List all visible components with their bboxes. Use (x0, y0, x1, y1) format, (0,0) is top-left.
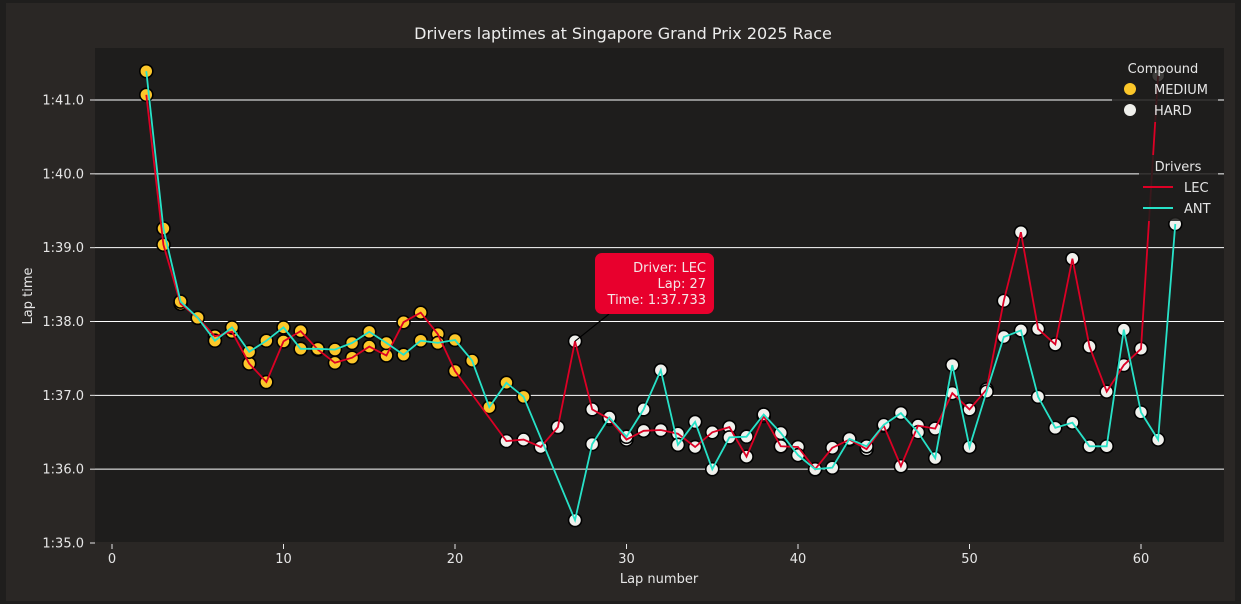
y-axis-label: Lap time (21, 268, 36, 325)
y-tick-label: 1:35.0 (42, 537, 84, 552)
x-tick-label: 30 (618, 552, 635, 567)
y-tick-label: 1:41.0 (42, 94, 84, 109)
x-tick-label: 0 (108, 552, 116, 567)
legend-ant-label: ANT (1184, 202, 1211, 217)
annotation-driver: Driver: LEC (633, 261, 706, 276)
x-axis-label: Lap number (620, 572, 699, 587)
legend-medium-label: MEDIUM (1154, 83, 1208, 98)
y-tick-label: 1:39.0 (42, 241, 84, 256)
series-line-ant (145, 71, 1177, 524)
y-axis-ticks: 1:35.0 1:36.0 1:37.0 1:38.0 1:39.0 1:40.0 1:41… (42, 94, 95, 552)
legend-hard-marker-icon (1124, 104, 1136, 116)
x-axis-ticks: 0 10 20 30 40 50 60 (108, 544, 1149, 567)
series-line-lec (145, 75, 1159, 471)
annotation-time: Time: 1:37.733 (607, 293, 706, 308)
annotation-arrow (574, 313, 610, 342)
chart-title: Drivers laptimes at Singapore Grand Prix… (414, 24, 832, 43)
series-lines-overlay (145, 71, 1177, 524)
legend-compound: Compound MEDIUM HARD (1112, 56, 1218, 122)
legend-drivers: Drivers LEC ANT (1139, 155, 1218, 221)
legend-lec-label: LEC (1184, 181, 1209, 196)
annotation: Driver: LEC Lap: 27 Time: 1:37.733 (574, 253, 714, 342)
y-tick-label: 1:38.0 (42, 315, 84, 330)
x-tick-label: 60 (1133, 552, 1150, 567)
y-tick-label: 1:40.0 (42, 167, 84, 182)
annotation-lap: Lap: 27 (657, 277, 706, 292)
x-tick-label: 20 (447, 552, 464, 567)
legend-hard-label: HARD (1154, 104, 1192, 119)
x-tick-label: 10 (275, 552, 292, 567)
y-tick-label: 1:36.0 (42, 463, 84, 478)
legend-medium-marker-icon (1124, 83, 1136, 95)
y-tick-label: 1:37.0 (42, 389, 84, 404)
grid-lines (95, 99, 1224, 470)
legend-drivers-title: Drivers (1155, 160, 1202, 175)
annotation-box (595, 253, 714, 314)
x-tick-label: 50 (961, 552, 978, 567)
legend-compound-title: Compound (1128, 62, 1199, 77)
x-tick-label: 40 (790, 552, 807, 567)
